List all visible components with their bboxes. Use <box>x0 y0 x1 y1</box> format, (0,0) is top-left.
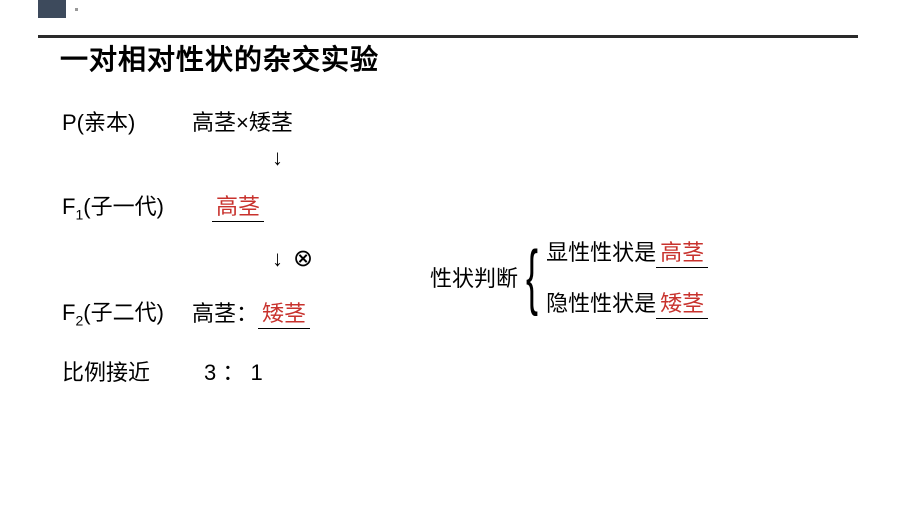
recessive-line: 隐性性状是 矮茎 <box>546 286 708 319</box>
self-cross-icon: ↓ ⊗ <box>272 244 313 273</box>
dominant-line: 显性性状是 高茎 <box>546 235 708 268</box>
ratio-row: 比例接近 3 ： 1 <box>62 355 862 387</box>
parent-label: P(亲本) <box>62 105 192 137</box>
left-brace-icon: { <box>526 241 538 313</box>
ratio-value: 3 ： 1 <box>204 355 263 387</box>
header-accent-bar <box>38 0 66 18</box>
f1-value: 高茎 <box>212 189 264 222</box>
page-title: 一对相对性状的杂交实验 <box>60 38 379 78</box>
parent-value: 高茎×矮茎 <box>192 105 293 137</box>
judgment-lines: 显性性状是 高茎 隐性性状是 矮茎 <box>546 235 708 319</box>
f2-value: 高茎： 矮茎 <box>192 296 310 329</box>
down-arrow-icon: ↓ <box>272 145 283 171</box>
judgment-label: 性状判断 <box>430 261 518 293</box>
f2-label: F2(子二代) <box>62 295 192 328</box>
arrow-row-1: ↓ <box>62 145 862 171</box>
f1-row: F1(子一代) 高茎 <box>62 189 862 222</box>
ratio-label: 比例接近 <box>62 355 192 387</box>
trait-judgment-block: 性状判断 { 显性性状是 高茎 隐性性状是 矮茎 <box>430 235 708 319</box>
dot-accent <box>75 8 78 11</box>
f1-label: F1(子一代) <box>62 189 192 222</box>
parent-row: P(亲本) 高茎×矮茎 <box>62 105 862 137</box>
